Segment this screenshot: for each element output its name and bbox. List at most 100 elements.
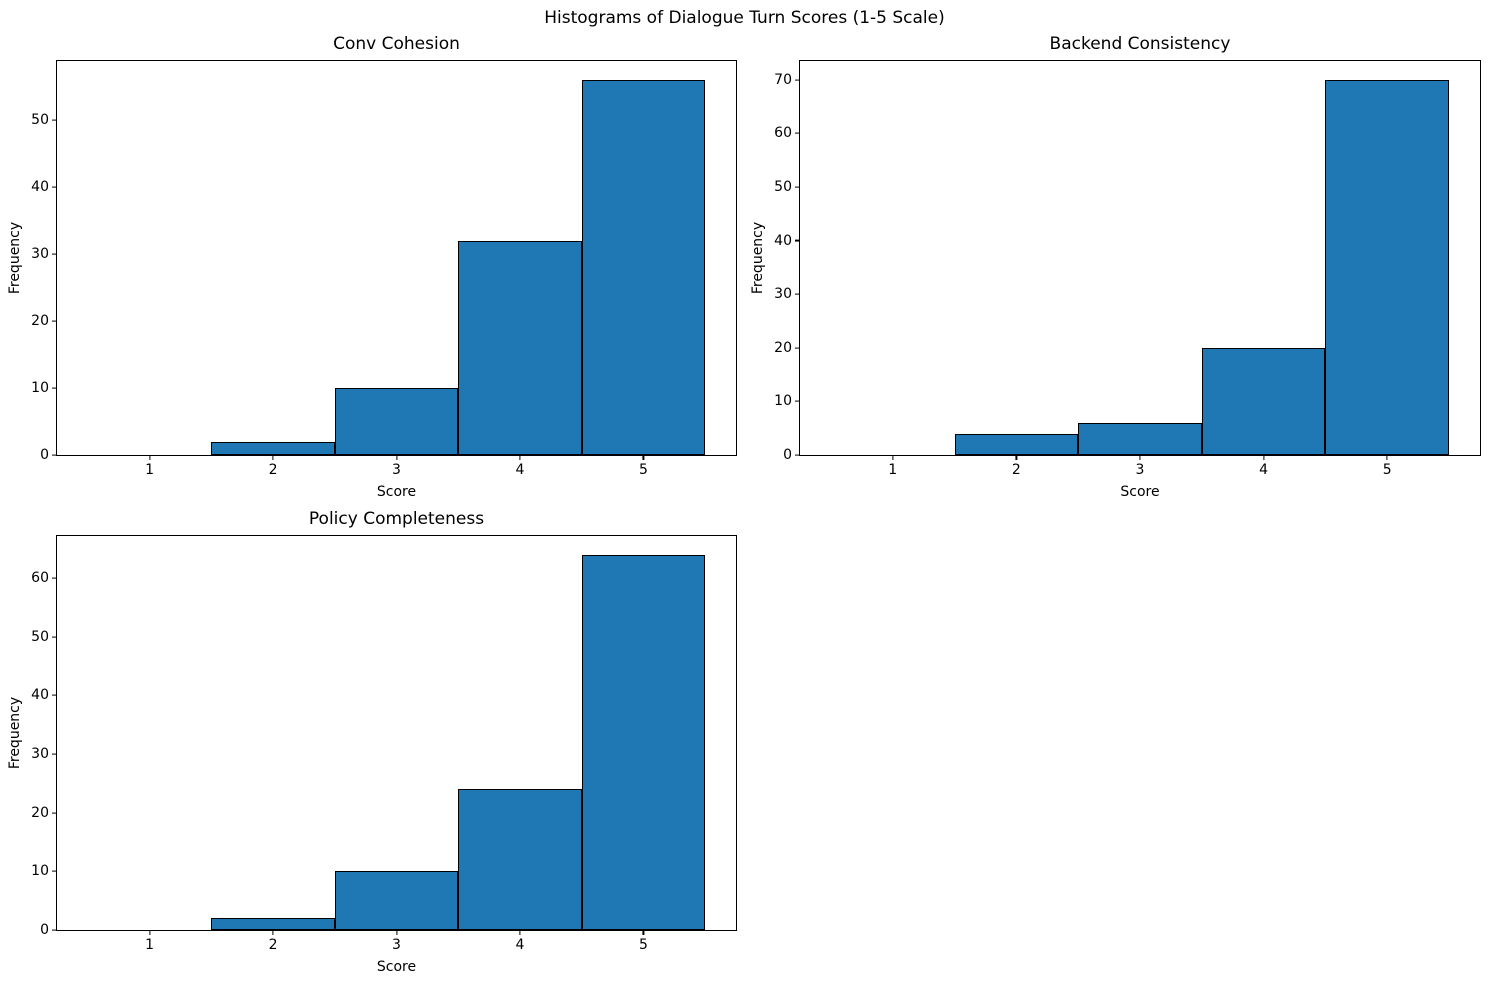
y-tick: [795, 79, 800, 81]
y-tick: [52, 119, 57, 121]
x-tick: [519, 455, 521, 460]
y-tick-label: 40: [31, 178, 49, 195]
y-tick-label: 50: [31, 111, 49, 128]
x-tick: [642, 930, 644, 935]
y-tick-label: 20: [31, 313, 49, 329]
histogram-bar-score-5: [1325, 79, 1450, 455]
y-tick-label: 10: [31, 863, 49, 880]
x-axis-label: Score: [376, 484, 417, 500]
plot-area: 0 10 20 30 40 50 1 2 3 4 5: [31, 60, 737, 477]
y-tick: [795, 293, 800, 295]
plot-area: 0 10 20 30 40 50 60 70 1 2 3 4 5: [774, 60, 1481, 477]
x-tick-label: 4: [1259, 462, 1269, 478]
x-tick-label: 3: [1135, 462, 1145, 478]
histogram-bar-score-4: [458, 240, 582, 455]
x-tick-label: 4: [515, 937, 525, 953]
y-tick-label: 0: [783, 447, 792, 463]
y-tick: [795, 347, 800, 349]
y-axis-label: Frequency: [7, 696, 23, 770]
y-tick-label: 10: [31, 380, 49, 396]
x-tick-label: 5: [638, 462, 648, 478]
y-tick-label: 50: [31, 628, 49, 645]
x-tick: [272, 455, 274, 460]
x-tick-label: 5: [1382, 462, 1392, 478]
x-tick-label: 3: [392, 462, 401, 478]
y-tick: [52, 454, 57, 456]
y-tick: [795, 400, 800, 402]
x-tick-label: 4: [515, 462, 525, 478]
y-tick-label: 10: [774, 393, 792, 410]
x-tick: [272, 930, 274, 935]
histogram-bar-score-4: [458, 789, 582, 930]
y-tick: [52, 812, 57, 814]
y-tick-label: 30: [774, 286, 792, 303]
y-tick-label: 60: [774, 125, 792, 142]
histogram-bar-score-4: [1201, 347, 1326, 455]
subplot-backend-consistency: Backend Consistency Frequency Score 0 10 2…: [750, 35, 1481, 499]
y-tick: [52, 870, 57, 872]
histogram-bar-score-5: [581, 554, 706, 930]
y-tick-label: 50: [774, 178, 792, 195]
y-tick: [52, 929, 57, 931]
y-tick: [52, 577, 57, 579]
x-tick: [395, 455, 398, 460]
x-tick: [1139, 455, 1141, 460]
y-tick: [52, 387, 57, 389]
x-tick-label: 1: [888, 462, 898, 478]
y-tick-label: 40: [31, 687, 49, 704]
x-tick: [642, 455, 644, 460]
y-tick: [52, 253, 57, 255]
axes-title: Policy Completeness: [308, 509, 485, 530]
subplot-policy-completeness: Policy Completeness Frequency Score 0 10 2…: [7, 510, 737, 974]
y-tick-label: 30: [31, 245, 49, 262]
subplot-conv-cohesion: Conv Cohesion Frequency Score 0 10 20 30 40 5…: [7, 35, 737, 499]
y-tick-label: 30: [31, 746, 49, 763]
y-tick: [52, 753, 57, 755]
histogram-bar-score-2: [211, 918, 335, 930]
figure-title: Histograms of Dialogue Turn Scores (1-5 …: [544, 8, 945, 28]
plot-area: 0 10 20 30 40 50 60 1 2 3 4 5: [31, 535, 737, 952]
y-axis-label: Frequency: [750, 221, 766, 295]
histogram-bar-score-2: [954, 433, 1079, 455]
axes-title: Conv Cohesion: [333, 34, 460, 55]
histogram-bar-score-2: [211, 441, 335, 455]
x-tick: [148, 930, 151, 935]
y-tick-label: 0: [40, 447, 49, 463]
y-tick-label: 20: [774, 339, 792, 356]
x-tick-label: 3: [392, 937, 401, 953]
x-tick: [1386, 455, 1388, 460]
x-tick: [892, 455, 894, 460]
x-tick: [1263, 455, 1265, 460]
histogram-bar-score-3: [334, 871, 459, 930]
y-tick-label: 40: [774, 232, 792, 249]
y-tick-label: 20: [31, 804, 49, 821]
y-tick: [795, 186, 800, 188]
y-tick-label: 0: [40, 922, 49, 938]
y-tick: [52, 186, 57, 188]
x-axis-label: Score: [1120, 484, 1160, 500]
y-tick: [795, 132, 800, 134]
histogram-bar-score-3: [334, 388, 459, 455]
x-tick-label: 2: [268, 937, 278, 953]
y-tick: [52, 320, 57, 322]
y-axis-label: Frequency: [7, 221, 23, 295]
histogram-bar-score-5: [581, 79, 706, 455]
x-tick-label: 1: [145, 937, 155, 953]
x-tick: [395, 930, 398, 935]
x-tick: [148, 455, 151, 460]
x-axis-label: Score: [376, 959, 417, 975]
x-tick: [1015, 455, 1017, 460]
x-tick-label: 2: [268, 462, 278, 478]
y-tick: [795, 240, 800, 242]
y-tick: [795, 454, 800, 456]
axes-title: Backend Consistency: [1049, 34, 1231, 55]
x-tick-label: 1: [145, 462, 155, 478]
histogram-bar-score-3: [1078, 422, 1202, 455]
x-tick: [519, 930, 521, 935]
y-tick: [52, 636, 57, 638]
y-tick-label: 70: [774, 71, 792, 88]
y-tick-label: 60: [31, 570, 49, 587]
y-tick: [52, 694, 57, 697]
x-tick-label: 2: [1011, 462, 1021, 478]
